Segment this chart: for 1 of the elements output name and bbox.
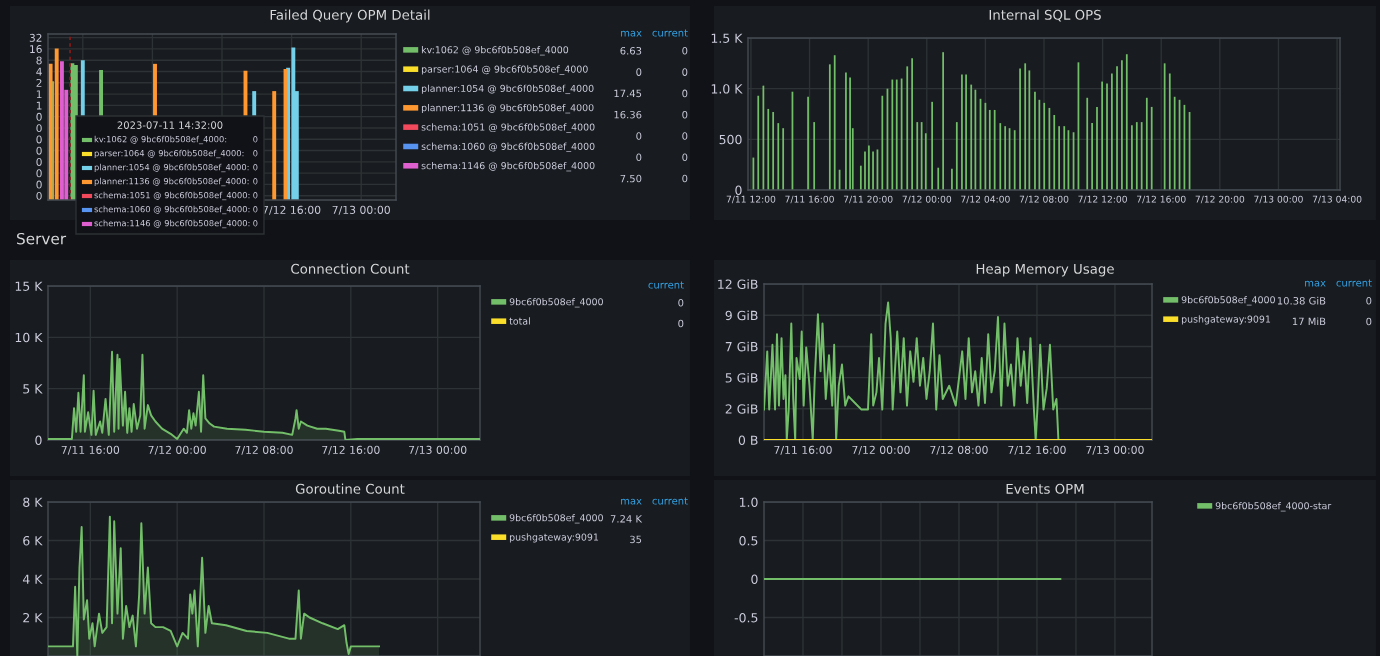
line-series	[764, 301, 1060, 440]
